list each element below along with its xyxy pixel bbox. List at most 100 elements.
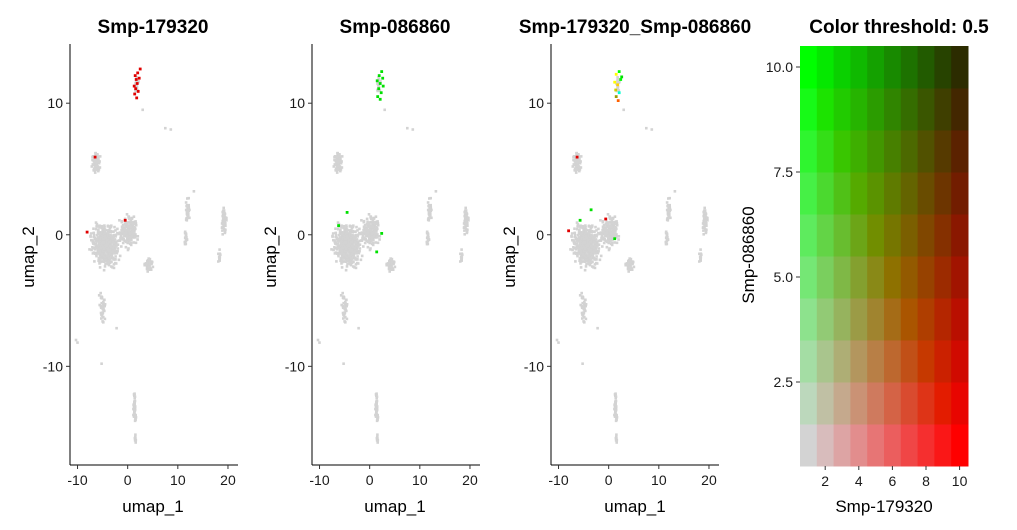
background-cell-point xyxy=(587,257,591,260)
background-cell-point xyxy=(460,248,463,251)
background-cell-point xyxy=(555,338,559,342)
background-cell-point xyxy=(350,254,353,257)
background-cell-point xyxy=(368,229,372,233)
background-cell-point xyxy=(585,245,588,249)
background-cell-point xyxy=(129,234,132,237)
background-cell-point xyxy=(100,234,104,237)
background-cell-point xyxy=(605,225,609,228)
background-cell-point xyxy=(97,168,101,171)
background-cell-point xyxy=(349,231,352,234)
background-cell-point xyxy=(596,251,600,255)
background-cell-point xyxy=(94,239,97,242)
heatmap-cell xyxy=(867,340,885,383)
background-cell-point xyxy=(376,441,379,444)
heatmap-cell xyxy=(900,46,919,89)
background-cell-point xyxy=(375,408,379,412)
background-cell-point xyxy=(131,235,134,238)
background-cell-point xyxy=(352,224,355,227)
background-cell-point xyxy=(584,317,588,321)
heatmap-cell xyxy=(951,46,969,89)
background-cell-point xyxy=(464,227,468,231)
background-cell-point xyxy=(374,222,378,225)
background-cell-point xyxy=(596,326,599,330)
background-cell-point xyxy=(126,229,130,233)
heatmap-cell xyxy=(867,382,885,425)
background-cell-point xyxy=(341,246,344,250)
x-tick-label: 20 xyxy=(462,472,478,488)
heatmap-cell xyxy=(833,172,851,215)
axis-ticks: -10 0 10 20 -10 0 10 xyxy=(285,95,478,488)
background-cell-point xyxy=(601,245,604,248)
background-cell-point xyxy=(221,233,224,236)
background-cell-point xyxy=(346,262,349,266)
background-cell-point xyxy=(100,317,103,320)
background-cell-point xyxy=(335,236,339,240)
background-cell-point xyxy=(575,252,578,255)
background-cell-point xyxy=(100,296,103,300)
background-cell-point xyxy=(103,317,107,321)
background-cell-point xyxy=(101,229,104,233)
background-cell-point xyxy=(587,224,591,228)
background-cell-point xyxy=(105,257,108,261)
background-cell-point xyxy=(607,229,611,233)
background-cell-point xyxy=(102,300,105,304)
background-cell-point xyxy=(92,231,96,235)
background-cell-point xyxy=(96,165,100,168)
background-cell-point xyxy=(103,228,107,231)
background-cell-point xyxy=(581,260,585,263)
background-cell-point xyxy=(581,226,585,230)
background-cell-point xyxy=(603,230,607,234)
background-cell-point xyxy=(108,225,111,228)
heatmap-cell xyxy=(833,424,851,467)
background-cell-point xyxy=(579,232,583,235)
background-cell-point xyxy=(222,219,226,223)
background-cell-point xyxy=(362,225,366,229)
background-cell-point xyxy=(631,260,635,264)
background-cell-point xyxy=(94,163,98,166)
background-cell-point xyxy=(339,168,343,171)
background-cell-point xyxy=(593,248,596,252)
heatmap-cell xyxy=(900,424,919,467)
background-cell-point xyxy=(348,244,351,248)
heatmap-cell xyxy=(884,172,902,215)
background-cell-point xyxy=(630,267,634,270)
background-cell-point xyxy=(614,401,617,404)
background-cell-point xyxy=(575,227,579,231)
expressing-cell-point xyxy=(375,79,379,83)
background-cell-point xyxy=(96,239,99,243)
background-cell-point xyxy=(592,246,596,250)
background-cell-point xyxy=(581,224,585,228)
background-cell-point xyxy=(588,231,591,234)
panel-smp-179320: Smp-179320 -10 0 10 20 -10 0 10 umap_1 umap_2 xyxy=(19,17,238,516)
background-cell-point xyxy=(376,433,379,436)
background-cell-point xyxy=(118,254,122,258)
background-cell-point xyxy=(100,243,104,246)
background-cell-point xyxy=(116,249,119,253)
background-cell-point xyxy=(332,165,336,168)
background-cell-point xyxy=(354,263,358,266)
background-cell-point xyxy=(632,265,636,269)
background-cell-point xyxy=(111,238,114,241)
background-cell-point xyxy=(376,220,379,223)
background-cell-point xyxy=(95,222,99,226)
x-tick-label: -10 xyxy=(67,472,87,488)
background-cell-point xyxy=(127,215,131,218)
heatmap-cell xyxy=(800,172,818,215)
background-cell-point xyxy=(353,251,356,254)
background-cell-point xyxy=(580,236,584,240)
heatmap-cell xyxy=(800,214,818,257)
background-cell-point xyxy=(120,228,123,232)
heatmap-cell xyxy=(900,88,919,131)
expressing-cell-point xyxy=(614,95,618,98)
background-cell-point xyxy=(622,108,625,112)
background-cell-point xyxy=(97,169,100,173)
background-cell-point xyxy=(335,160,339,164)
background-cell-point xyxy=(350,248,354,251)
background-cell-point xyxy=(222,227,226,231)
background-cell-point xyxy=(111,235,115,239)
x-axis-label: umap_1 xyxy=(604,497,665,516)
background-cell-point xyxy=(149,261,152,264)
background-cell-point xyxy=(101,238,105,241)
background-cell-point xyxy=(116,231,119,235)
background-cell-point xyxy=(617,235,621,238)
